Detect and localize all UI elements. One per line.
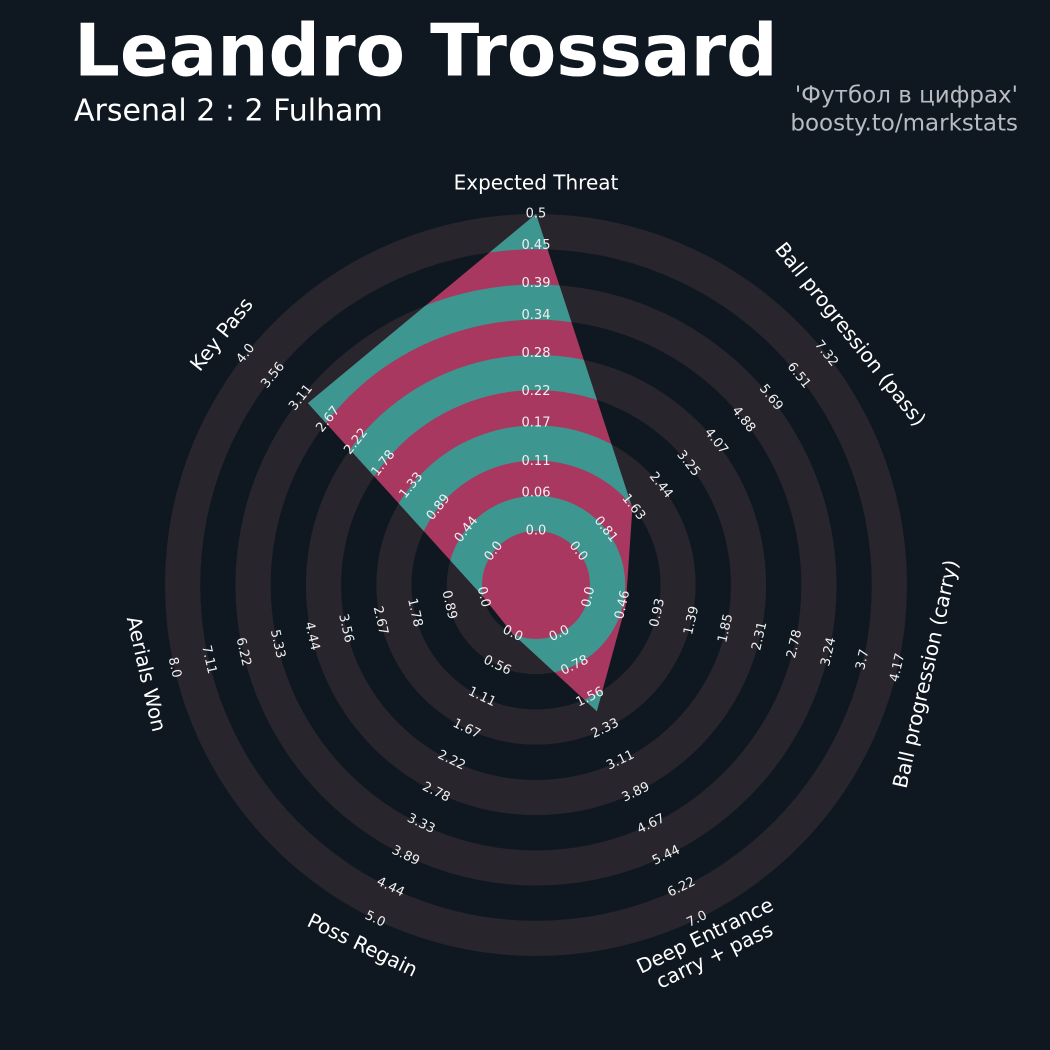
tick-label: 0.46: [612, 589, 633, 621]
tick-label: 3.24: [818, 636, 839, 668]
tick-label: 2.67: [370, 605, 391, 637]
chart-subtitle: Arsenal 2 : 2 Fulham: [74, 94, 383, 129]
tick-label: 7.11: [198, 644, 219, 676]
axis-label: Expected Threat: [454, 171, 619, 195]
tick-label: 0.22: [522, 384, 551, 399]
tick-label: 0.0: [526, 524, 547, 539]
tick-label: 4.17: [887, 652, 908, 684]
tick-label: 0.5: [526, 207, 547, 222]
tick-label: 0.06: [522, 486, 551, 501]
tick-label: 0.89: [438, 589, 459, 621]
chart-title: Leandro Trossard: [74, 9, 778, 93]
tick-label: 0.39: [522, 276, 551, 291]
tick-label: 5.33: [267, 628, 288, 660]
tick-label: 4.44: [301, 620, 322, 652]
credit: boosty.to/markstats: [790, 111, 1018, 137]
tick-label: 1.85: [715, 613, 736, 645]
tick-label: 0.34: [522, 308, 551, 323]
tick-label: 0.0: [579, 585, 598, 609]
tick-label: 0.17: [522, 416, 551, 431]
tick-label: 1.39: [681, 605, 702, 637]
tick-label: 2.78: [784, 628, 805, 660]
tick-label: 0.45: [522, 238, 551, 253]
tick-label: 0.93: [647, 597, 668, 629]
tick-label: 0.11: [522, 454, 551, 469]
credit: 'Футбол в цифрах': [795, 83, 1018, 109]
tick-label: 1.78: [404, 597, 425, 629]
tick-label: 0.28: [522, 346, 551, 361]
tick-label: 2.31: [749, 620, 770, 652]
tick-label: 3.56: [335, 613, 356, 645]
tick-label: 3.7: [853, 648, 872, 672]
tick-label: 8.0: [165, 656, 184, 680]
tick-label: 6.22: [233, 636, 254, 668]
tick-label: 0.0: [474, 585, 493, 609]
